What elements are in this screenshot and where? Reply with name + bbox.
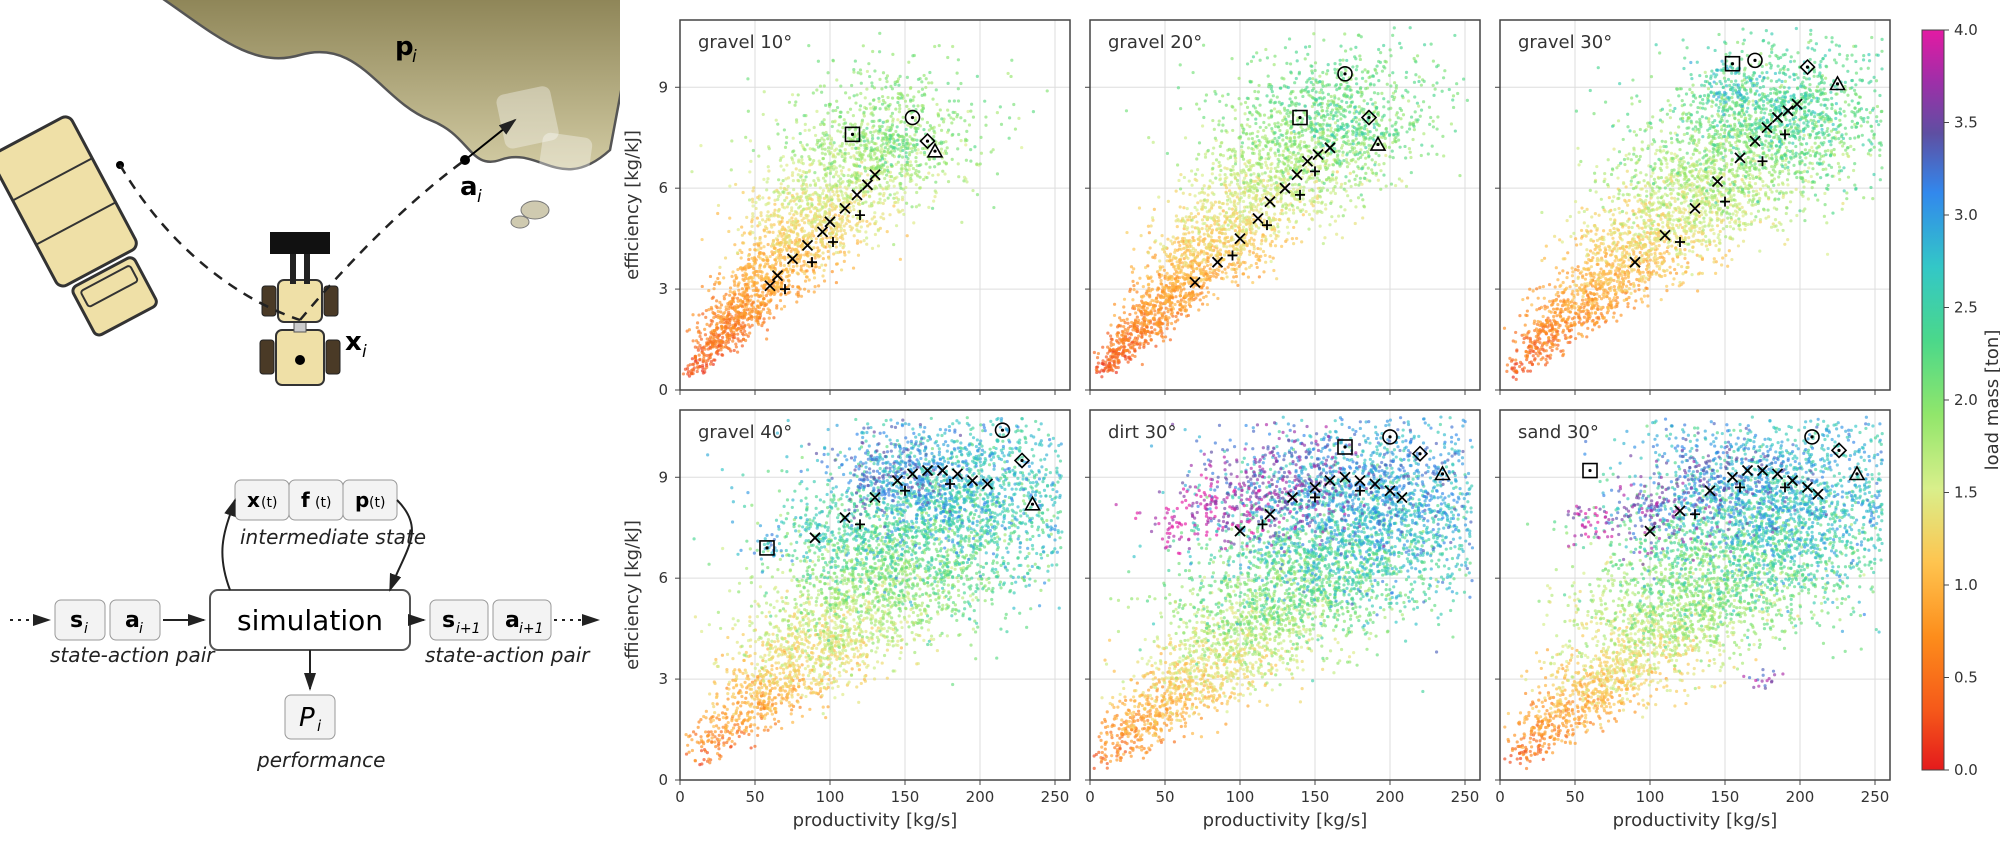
svg-text:(t): (t) xyxy=(369,495,385,511)
panel-5: sand 30°050100150200250productivity [kg/… xyxy=(1495,410,1890,831)
panel-0: gravel 10° 0 3 6 9 efficiency [kg/kJ] xyxy=(622,20,1070,399)
svg-text:6: 6 xyxy=(658,179,668,197)
svg-text:9: 9 xyxy=(658,78,668,96)
svg-text:f: f xyxy=(301,488,310,512)
svg-text:performance: performance xyxy=(256,748,385,772)
svg-text:gravel 10°: gravel 10° xyxy=(698,32,792,53)
svg-text:s: s xyxy=(70,608,83,633)
panel-1: gravel 20° xyxy=(1085,20,1480,395)
svg-text:(t): (t) xyxy=(315,495,331,511)
dump-truck-icon xyxy=(0,114,167,342)
panel-3: gravel 40°0501001502002500369productivit… xyxy=(622,410,1070,831)
svg-text:P: P xyxy=(299,703,315,733)
svg-text:s: s xyxy=(442,608,455,633)
figure-root: piaixix(t)f(t)p(t)intermediate statesimu… xyxy=(0,0,2000,848)
svg-text:efficiency [kg/kJ]: efficiency [kg/kJ] xyxy=(622,130,643,280)
svg-text:intermediate state: intermediate state xyxy=(240,525,426,549)
right-panel: gravel 10° 0 3 6 9 efficiency [kg/kJ] gravel 2… xyxy=(620,0,2000,848)
svg-text:i: i xyxy=(477,187,482,207)
svg-text:i: i xyxy=(362,342,367,362)
flow-diagram: x(t)f(t)p(t)intermediate statesimulation… xyxy=(10,480,598,772)
panel-4: dirt 30°050100150200250productivity [kg/… xyxy=(1085,410,1480,831)
svg-text:a: a xyxy=(460,172,478,202)
scene: piaixi xyxy=(0,0,620,385)
svg-text:p: p xyxy=(355,488,369,512)
svg-text:i: i xyxy=(412,47,417,67)
svg-text:(t): (t) xyxy=(261,495,277,511)
svg-text:a: a xyxy=(125,608,140,633)
svg-text:i: i xyxy=(84,621,88,637)
svg-text:i+1: i+1 xyxy=(456,621,481,637)
svg-text:3: 3 xyxy=(658,280,668,298)
svg-text:simulation: simulation xyxy=(237,604,383,637)
scatter-grid-svg: gravel 10° 0 3 6 9 efficiency [kg/kJ] gravel 2… xyxy=(620,0,2000,848)
svg-text:p: p xyxy=(395,32,414,62)
svg-text:i: i xyxy=(139,621,143,637)
svg-text:a: a xyxy=(505,608,520,633)
left-diagram-svg: piaixix(t)f(t)p(t)intermediate statesimu… xyxy=(0,0,620,848)
svg-text:0: 0 xyxy=(658,381,668,399)
svg-text:state-action pair: state-action pair xyxy=(50,643,216,667)
svg-text:state-action pair: state-action pair xyxy=(425,643,591,667)
svg-text:x: x xyxy=(247,488,260,512)
left-panel: piaixix(t)f(t)p(t)intermediate statesimu… xyxy=(0,0,620,848)
svg-text:i+1: i+1 xyxy=(519,621,544,637)
panel-2: gravel 30° xyxy=(1495,20,1890,395)
svg-text:x: x xyxy=(345,327,362,357)
